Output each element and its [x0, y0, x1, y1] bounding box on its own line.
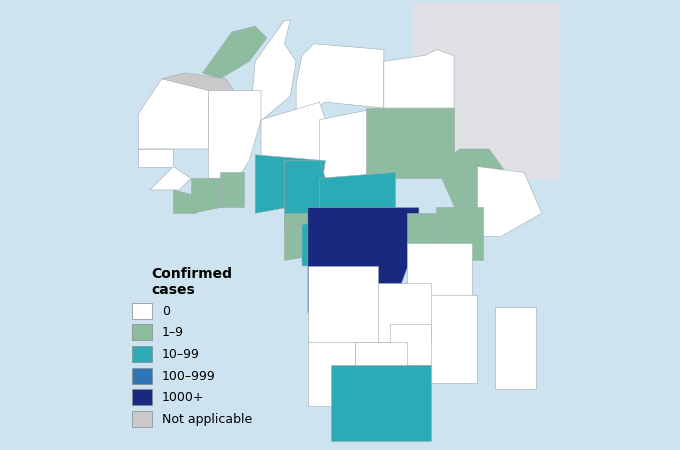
Polygon shape — [191, 178, 220, 213]
Polygon shape — [173, 190, 197, 213]
Polygon shape — [138, 79, 209, 149]
Bar — [413, 3, 559, 178]
Polygon shape — [320, 172, 396, 225]
Polygon shape — [367, 108, 454, 178]
Polygon shape — [296, 44, 384, 120]
Polygon shape — [250, 20, 296, 126]
Polygon shape — [437, 149, 518, 219]
Polygon shape — [413, 295, 477, 383]
Polygon shape — [150, 166, 191, 190]
Polygon shape — [407, 254, 419, 266]
Polygon shape — [320, 108, 378, 196]
Polygon shape — [308, 266, 378, 342]
Polygon shape — [477, 166, 542, 237]
Polygon shape — [284, 161, 331, 225]
Polygon shape — [220, 172, 243, 207]
Polygon shape — [261, 102, 326, 172]
Polygon shape — [302, 213, 343, 266]
Polygon shape — [495, 307, 536, 389]
Polygon shape — [384, 50, 454, 108]
Polygon shape — [255, 155, 326, 213]
Polygon shape — [354, 342, 407, 389]
Polygon shape — [162, 73, 250, 114]
Polygon shape — [203, 26, 267, 79]
Polygon shape — [138, 149, 173, 166]
Polygon shape — [407, 243, 419, 254]
Polygon shape — [390, 324, 430, 365]
Polygon shape — [407, 213, 442, 248]
Polygon shape — [209, 90, 261, 178]
Polygon shape — [367, 284, 430, 342]
Polygon shape — [284, 225, 320, 260]
Polygon shape — [308, 207, 419, 313]
Polygon shape — [437, 207, 483, 260]
Polygon shape — [284, 213, 308, 231]
Polygon shape — [407, 243, 471, 301]
Polygon shape — [308, 336, 354, 406]
Polygon shape — [331, 365, 430, 441]
Legend: 0, 1–9, 10–99, 100–999, 1000+, Not applicable: 0, 1–9, 10–99, 100–999, 1000+, Not appli… — [127, 262, 257, 432]
